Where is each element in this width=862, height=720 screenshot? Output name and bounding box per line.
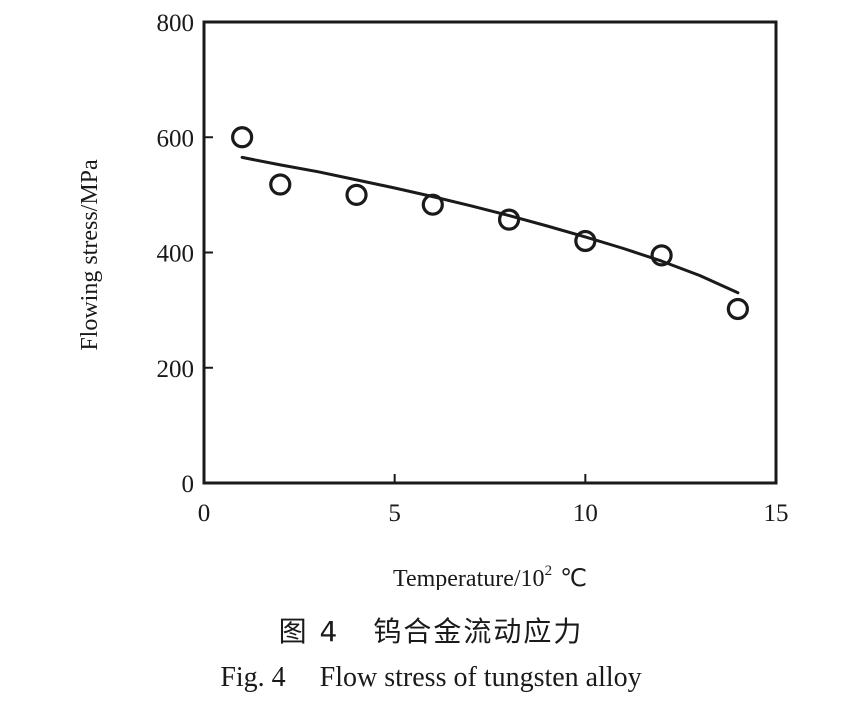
caption-cn-figure-number: 图 4: [278, 615, 340, 648]
x-axis-title-main: Temperature/10: [393, 566, 545, 590]
x-tick-label: 5: [388, 500, 401, 527]
caption-cn-title: 钨合金流动应力: [373, 615, 584, 648]
data-point: [574, 229, 597, 253]
x-axis-title: Temperature/102 ℃: [393, 563, 587, 590]
x-tick-label: 0: [198, 500, 211, 527]
caption-en-title: Flow stress of tungsten alloy: [319, 662, 642, 693]
y-tick-label: 600: [157, 125, 195, 152]
x-tick-label: 10: [573, 500, 598, 527]
data-point: [421, 193, 444, 216]
data-point: [726, 297, 749, 321]
y-tick-label: 200: [157, 356, 195, 383]
data-point: [345, 183, 368, 206]
y-axis-title: Flowing stress/MPa: [77, 159, 103, 351]
y-tick-label: 400: [157, 241, 195, 268]
y-tick-label: 800: [157, 10, 195, 37]
plot-frame: [202, 20, 778, 485]
caption-en-figure-number: Fig. 4: [220, 662, 286, 693]
x-axis-title-exponent: 2: [545, 563, 553, 579]
x-axis-title-unit: ℃: [560, 566, 587, 590]
y-tick-label: 0: [182, 471, 195, 498]
data-point: [650, 244, 673, 267]
figure-caption-chinese: 图 4 钨合金流动应力: [0, 610, 862, 650]
data-point: [497, 208, 521, 231]
data-point: [231, 126, 254, 149]
data-point: [269, 173, 292, 196]
x-tick-label: 15: [764, 500, 789, 527]
figure-caption-english: Fig. 4 Flow stress of tungsten alloy: [0, 662, 862, 694]
trend-line: [240, 155, 740, 295]
